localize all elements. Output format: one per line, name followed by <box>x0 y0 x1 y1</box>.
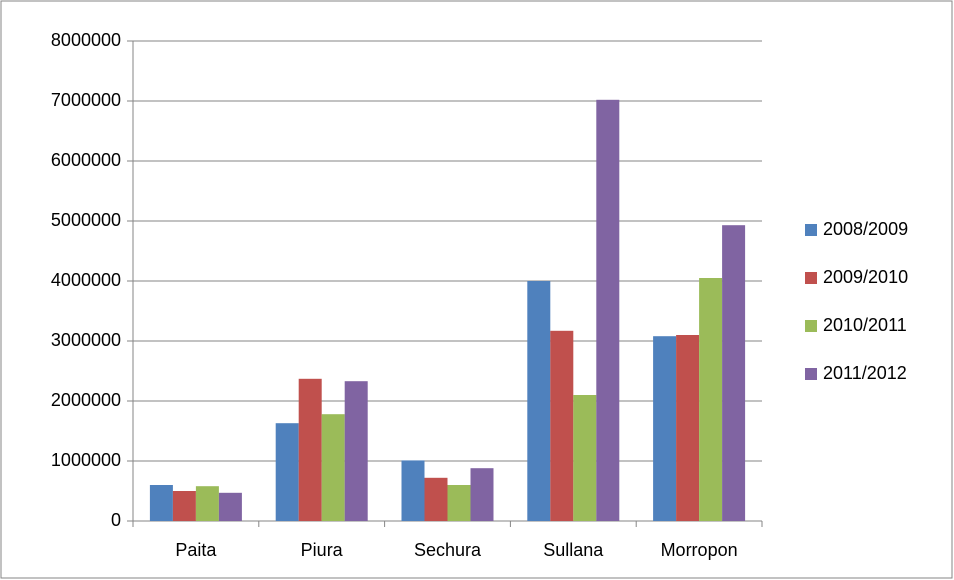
legend-label: 2009/2010 <box>823 267 908 287</box>
bar <box>298 378 322 521</box>
y-tick-label: 2000000 <box>51 390 121 410</box>
y-tick-label: 7000000 <box>51 90 121 110</box>
legend-swatch <box>805 368 817 380</box>
bar <box>596 99 620 522</box>
y-tick-label: 0 <box>111 510 121 530</box>
legend-swatch <box>805 272 817 284</box>
bar <box>573 395 597 521</box>
bar <box>195 486 219 521</box>
legend-label: 2011/2012 <box>823 363 907 383</box>
y-tick-label: 8000000 <box>51 30 121 50</box>
y-tick-label: 4000000 <box>51 270 121 290</box>
legend-swatch <box>805 320 817 332</box>
bar <box>344 381 368 521</box>
bar <box>218 492 242 521</box>
bar <box>653 336 677 521</box>
legend-swatch <box>805 224 817 236</box>
x-tick-label: Piura <box>301 540 344 560</box>
y-tick-label: 3000000 <box>51 330 121 350</box>
bar <box>550 330 574 521</box>
bar <box>149 485 173 521</box>
legend-label: 2010/2011 <box>823 315 907 335</box>
bar <box>401 460 425 521</box>
x-tick-label: Sechura <box>414 540 482 560</box>
y-tick-label: 6000000 <box>51 150 121 170</box>
bar <box>321 414 345 521</box>
bar <box>676 335 700 521</box>
y-tick-label: 1000000 <box>51 450 121 470</box>
bar <box>275 423 299 521</box>
bar <box>172 491 196 521</box>
bar <box>699 278 723 521</box>
bar <box>722 225 746 521</box>
x-tick-label: Morropon <box>661 540 738 560</box>
x-tick-label: Sullana <box>543 540 604 560</box>
bar <box>447 485 471 521</box>
bar <box>527 281 551 521</box>
bar <box>470 468 494 521</box>
bar <box>424 477 448 521</box>
x-tick-label: Paita <box>175 540 217 560</box>
legend-label: 2008/2009 <box>823 219 908 239</box>
y-tick-label: 5000000 <box>51 210 121 230</box>
